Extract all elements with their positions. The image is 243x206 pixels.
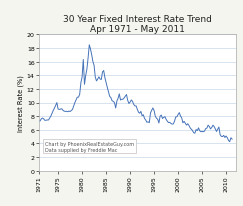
Title: 30 Year Fixed Interest Rate Trend
Apr 1971 - May 2011: 30 Year Fixed Interest Rate Trend Apr 19… [63,15,212,34]
Y-axis label: Interest Rate (%): Interest Rate (%) [17,75,24,131]
Text: Chart by PhoenixRealEstateGuy.com
Data supplied by Freddie Mac: Chart by PhoenixRealEstateGuy.com Data s… [45,141,134,152]
